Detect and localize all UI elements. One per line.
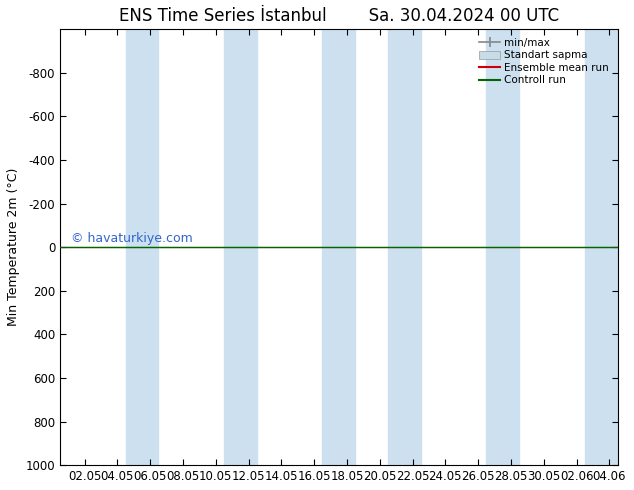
Bar xyxy=(486,29,519,465)
Bar xyxy=(388,29,421,465)
Y-axis label: Min Temperature 2m (°C): Min Temperature 2m (°C) xyxy=(7,168,20,326)
Bar xyxy=(224,29,257,465)
Legend: min/max, Standart sapma, Ensemble mean run, Controll run: min/max, Standart sapma, Ensemble mean r… xyxy=(476,34,612,89)
Bar xyxy=(126,29,158,465)
Bar xyxy=(322,29,355,465)
Title: ENS Time Series İstanbul        Sa. 30.04.2024 00 UTC: ENS Time Series İstanbul Sa. 30.04.2024 … xyxy=(119,7,559,25)
Bar xyxy=(585,29,618,465)
Text: © havaturkiye.com: © havaturkiye.com xyxy=(71,232,193,245)
